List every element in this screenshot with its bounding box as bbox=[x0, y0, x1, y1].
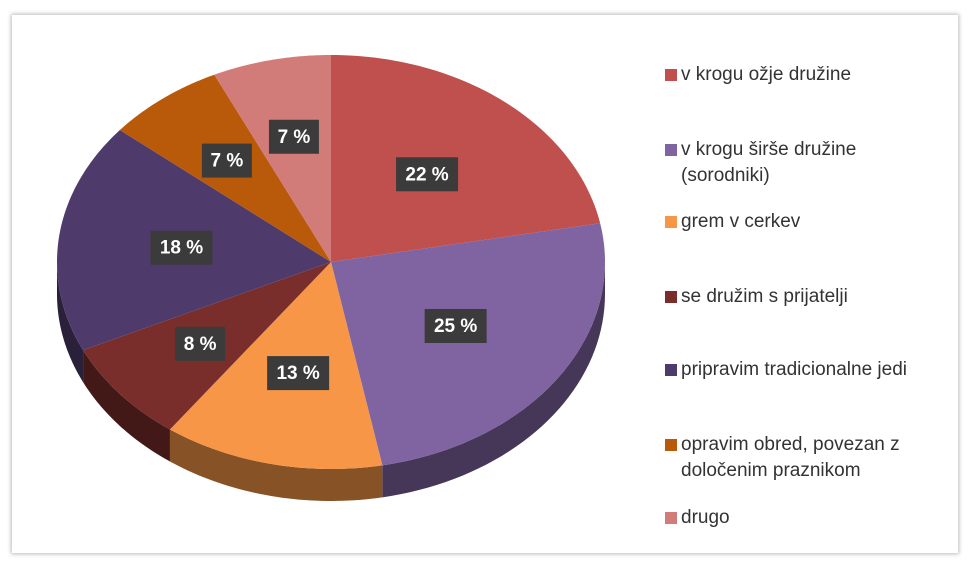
data-label-bg bbox=[268, 119, 319, 154]
legend-item: v krogu širše družine (sorodniki) bbox=[665, 137, 955, 189]
legend-swatch bbox=[665, 291, 677, 303]
pie-side bbox=[382, 262, 605, 498]
legend-label: grem v cerkev bbox=[681, 211, 801, 232]
data-label: 18 % bbox=[160, 238, 203, 259]
legend-item: opravim obred, povezan z določenim prazn… bbox=[665, 432, 955, 484]
legend-item: v krogu ožje družine bbox=[665, 62, 955, 88]
pie-side bbox=[57, 262, 84, 383]
legend-swatch bbox=[665, 216, 677, 228]
legend-swatch bbox=[665, 512, 677, 524]
data-label: 22 % bbox=[405, 164, 448, 185]
data-label: 25 % bbox=[434, 316, 477, 337]
legend-swatch bbox=[665, 439, 677, 451]
legend-label: drugo bbox=[681, 507, 730, 528]
legend-item: drugo bbox=[665, 505, 955, 531]
legend-label: pripravim tradicionalne jedi bbox=[681, 359, 907, 380]
data-label-bg bbox=[150, 230, 213, 265]
legend-swatch bbox=[665, 364, 677, 376]
pie-slice bbox=[331, 223, 605, 466]
data-label-bg bbox=[267, 356, 330, 391]
legend-item: pripravim tradicionalne jedi bbox=[665, 357, 955, 383]
legend-item: grem v cerkev bbox=[665, 209, 955, 235]
legend-label: v krogu ožje družine bbox=[681, 64, 852, 85]
legend-item: se družim s prijatelji bbox=[665, 284, 955, 310]
data-label: 7 % bbox=[278, 127, 311, 148]
data-label-bg bbox=[424, 308, 487, 343]
legend-label: v krogu širše družine (sorodniki) bbox=[681, 139, 857, 186]
legend-label: se družim s prijatelji bbox=[681, 286, 848, 307]
pie-slice bbox=[331, 55, 601, 262]
legend-swatch bbox=[665, 144, 677, 156]
data-label-bg bbox=[201, 143, 252, 178]
data-label-bg bbox=[175, 326, 226, 361]
pie-side bbox=[83, 350, 170, 462]
data-label: 8 % bbox=[184, 334, 217, 355]
data-label: 13 % bbox=[276, 363, 319, 384]
legend-swatch bbox=[665, 69, 677, 81]
pie-slice bbox=[214, 55, 331, 262]
data-label: 7 % bbox=[211, 151, 244, 172]
pie-side bbox=[169, 429, 383, 501]
data-label-bg bbox=[396, 157, 459, 192]
legend-label: opravim obred, povezan z določenim prazn… bbox=[681, 434, 900, 481]
